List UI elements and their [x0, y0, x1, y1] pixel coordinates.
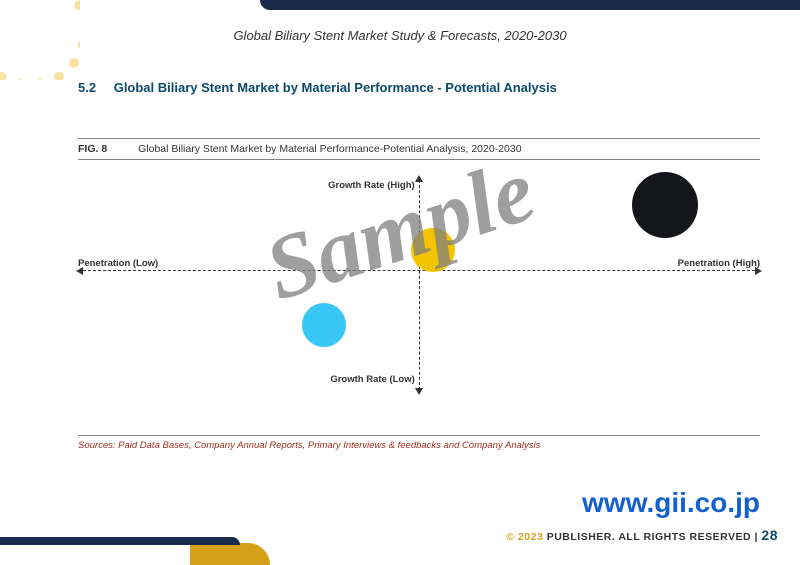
arrow-down-icon [415, 388, 423, 395]
section-number: 5.2 [78, 80, 96, 95]
figure-caption: Global Biliary Stent Market by Material … [138, 143, 521, 155]
publisher-name: PUBLISHER. ALL RIGHTS RESERVED | [547, 531, 758, 543]
chart-bubble [302, 303, 346, 347]
axis-label-left: Penetration (Low) [78, 258, 158, 269]
axis-label-bottom: Growth Rate (Low) [330, 374, 414, 385]
website-url: www.gii.co.jp [582, 487, 760, 519]
section-heading: 5.2 Global Biliary Stent Market by Mater… [78, 80, 557, 95]
quadrant-chart: Growth Rate (High) Growth Rate (Low) Pen… [78, 170, 760, 420]
chart-bubble [632, 172, 698, 238]
document-title: Global Biliary Stent Market Study & Fore… [0, 28, 800, 43]
y-axis [419, 180, 420, 390]
axis-label-top: Growth Rate (High) [328, 180, 415, 191]
axis-label-right: Penetration (High) [678, 258, 760, 269]
sources-line: Sources: Paid Data Bases, Company Annual… [78, 435, 760, 451]
copyright-year: © 2023 [506, 531, 543, 543]
footer-bar-accent [0, 537, 240, 545]
chart-bubble [411, 228, 455, 272]
figure-label: FIG. 8 [78, 143, 107, 155]
arrow-up-icon [415, 175, 423, 182]
footer-curve-accent [190, 543, 270, 565]
figure-caption-row: FIG. 8 Global Biliary Stent Market by Ma… [78, 138, 760, 160]
section-title: Global Biliary Stent Market by Material … [114, 80, 557, 95]
page-number: 28 [761, 527, 778, 543]
footer-text: © 2023 PUBLISHER. ALL RIGHTS RESERVED | … [506, 527, 778, 543]
header-accent-bar [260, 0, 800, 10]
